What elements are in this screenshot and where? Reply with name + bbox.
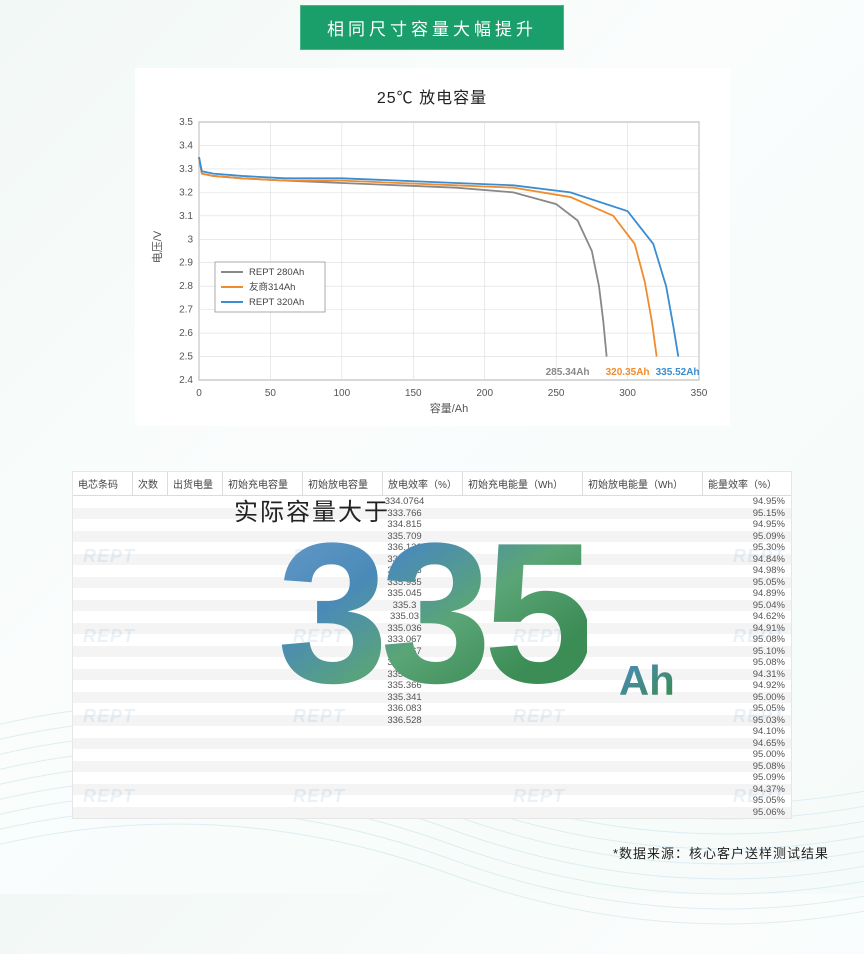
table-header-row: 电芯条码次数出货电量初始充电容量初始放电容量放电效率（%）初始充电能量（Wh）初… xyxy=(73,472,791,496)
table-row: 335.93595.05% xyxy=(73,577,791,589)
svg-text:250: 250 xyxy=(547,388,564,399)
table-row: 335.36694.92% xyxy=(73,680,791,692)
svg-text:350: 350 xyxy=(690,388,707,399)
table-row: 333.06795.08% xyxy=(73,634,791,646)
data-table: 电芯条码次数出货电量初始充电容量初始放电容量放电效率（%）初始充电能量（Wh）初… xyxy=(72,471,792,819)
table-row: 333.76695.15% xyxy=(73,508,791,520)
svg-text:2.5: 2.5 xyxy=(179,352,193,363)
table-row: 336.52895.03% xyxy=(73,715,791,727)
table-header-cell: 出货电量 xyxy=(168,472,223,495)
footnote: *数据来源：核心客户送样测试结果 xyxy=(613,843,829,862)
table-row: 95.06% xyxy=(73,807,791,819)
table-row: 335.395.04% xyxy=(73,600,791,612)
table-row: 335.0394.62% xyxy=(73,611,791,623)
svg-text:320.35Ah: 320.35Ah xyxy=(605,367,649,378)
svg-text:2.9: 2.9 xyxy=(179,258,193,269)
table-row: 95.08% xyxy=(73,761,791,773)
svg-text:2.4: 2.4 xyxy=(179,375,193,386)
table-header-cell: 初始放电能量（Wh） xyxy=(583,472,703,495)
svg-text:3: 3 xyxy=(187,234,193,245)
table-header-cell: 次数 xyxy=(133,472,168,495)
svg-text:友商314Ah: 友商314Ah xyxy=(249,281,295,293)
table-header-cell: 初始充电容量 xyxy=(223,472,303,495)
table-row: 94.37% xyxy=(73,784,791,796)
svg-text:容量/Ah: 容量/Ah xyxy=(429,401,468,415)
svg-text:3.2: 3.2 xyxy=(179,187,193,198)
table-body: 334.076494.95%333.76695.15%334.81594.95%… xyxy=(73,496,791,818)
table-row: 95.05% xyxy=(73,795,791,807)
svg-text:3.4: 3.4 xyxy=(179,140,193,151)
svg-text:2.8: 2.8 xyxy=(179,281,193,292)
table-row: 335.93294.31% xyxy=(73,669,791,681)
table-row: 334.076494.95% xyxy=(73,496,791,508)
chart-title: 25℃ 放电容量 xyxy=(153,84,712,108)
table-header-cell: 能量效率（%） xyxy=(703,472,785,495)
table-row: 94.65% xyxy=(73,738,791,750)
svg-text:2.6: 2.6 xyxy=(179,328,193,339)
table-row: 336.08395.05% xyxy=(73,703,791,715)
table-header-cell: 电芯条码 xyxy=(73,472,133,495)
table-row: 335.50694.98% xyxy=(73,565,791,577)
table-row: 95.09% xyxy=(73,772,791,784)
svg-text:335.52Ah: 335.52Ah xyxy=(655,367,699,378)
table-row: 334.54994.84% xyxy=(73,554,791,566)
table-row: 336.13695.30% xyxy=(73,542,791,554)
svg-text:100: 100 xyxy=(333,388,350,399)
table-row: 94.10% xyxy=(73,726,791,738)
table-header-cell: 初始充电能量（Wh） xyxy=(463,472,583,495)
svg-text:150: 150 xyxy=(404,388,421,399)
table-header-cell: 初始放电容量 xyxy=(303,472,383,495)
table-row: 335.04594.89% xyxy=(73,588,791,600)
svg-text:300: 300 xyxy=(619,388,636,399)
svg-text:0: 0 xyxy=(196,388,202,399)
svg-text:200: 200 xyxy=(476,388,493,399)
svg-text:3.3: 3.3 xyxy=(179,164,193,175)
table-row: 334.81594.95% xyxy=(73,519,791,531)
chart-ylabel: 电压/V xyxy=(149,231,165,263)
svg-text:2.7: 2.7 xyxy=(179,305,193,316)
svg-text:3.5: 3.5 xyxy=(179,117,193,128)
table-row: 335.03694.91% xyxy=(73,623,791,635)
table-header-cell: 放电效率（%） xyxy=(383,472,463,495)
svg-text:REPT 320Ah: REPT 320Ah xyxy=(249,297,304,308)
svg-text:REPT 280Ah: REPT 280Ah xyxy=(249,267,304,278)
discharge-chart: 2.4 2.5 2.6 2.7 2.8 2.9 3 3.1 3.2 3.3 3.4 3.5 0 50 100… xyxy=(153,116,713,416)
svg-text:285.34Ah: 285.34Ah xyxy=(545,367,589,378)
table-row: 335.06795.10% xyxy=(73,646,791,658)
header-banner: 相同尺寸容量大幅提升 xyxy=(300,5,564,50)
svg-text:3.1: 3.1 xyxy=(179,211,193,222)
table-row: 335.70995.09% xyxy=(73,531,791,543)
table-row: 95.00% xyxy=(73,749,791,761)
svg-text:50: 50 xyxy=(264,388,276,399)
table-row: 335.34195.00% xyxy=(73,692,791,704)
chart-card: 25℃ 放电容量 电压/V 2.4 2.5 2.6 2.7 2.8 2.9 3 3.1 3.2 3… xyxy=(135,68,730,426)
table-row: 335.67195.08% xyxy=(73,657,791,669)
